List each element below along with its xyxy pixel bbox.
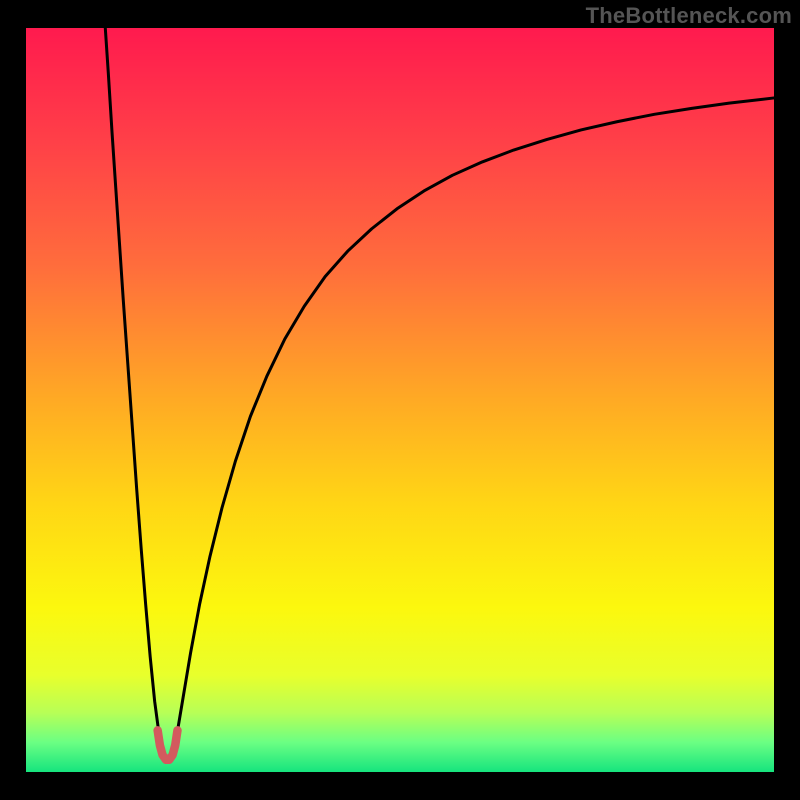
watermark-text: TheBottleneck.com: [586, 3, 792, 29]
bottleneck-chart: [0, 0, 800, 800]
